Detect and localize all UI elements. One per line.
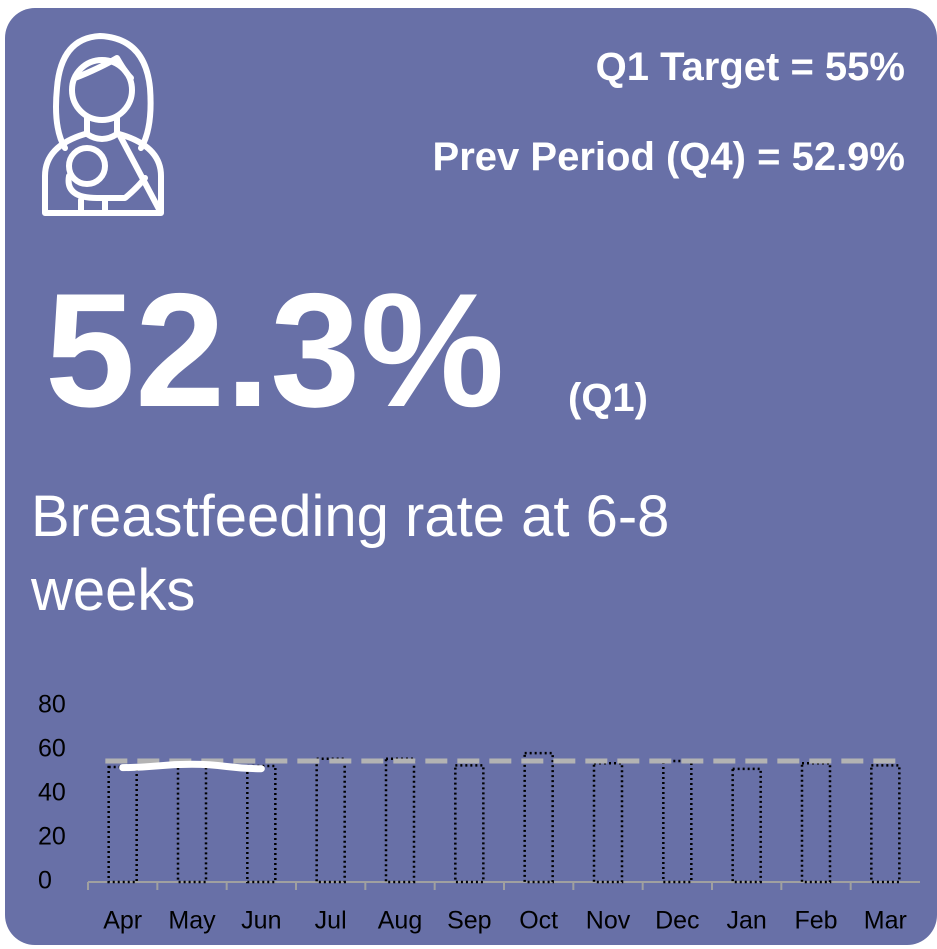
bar	[384, 757, 416, 884]
y-tick-label: 0	[38, 867, 52, 895]
bar	[176, 764, 208, 884]
x-tick-label: Sep	[447, 907, 491, 935]
target-text: Q1 Target = 55%	[596, 45, 905, 89]
bar	[454, 764, 485, 884]
x-tick-label: Oct	[519, 907, 558, 935]
bar	[107, 765, 138, 884]
kpi-value: 52.3%	[45, 260, 504, 441]
y-tick-label: 60	[38, 735, 66, 763]
bar	[246, 764, 277, 884]
y-tick-label: 80	[38, 691, 66, 719]
bar	[662, 759, 693, 884]
trend-line	[119, 760, 265, 773]
x-tick-label: May	[168, 907, 216, 935]
chart: 0 20 40 60 80 Apr May Jun Jul Aug Sep Oct Nov Dec Jan F…	[38, 691, 920, 935]
x-tick-label: Jul	[315, 907, 347, 935]
bar	[592, 761, 624, 884]
x-tick-label: Dec	[655, 907, 699, 935]
x-tick-label: Nov	[586, 907, 631, 935]
y-tick-label: 20	[38, 823, 66, 851]
kpi-card: Q1 Target = 55% Prev Period (Q4) = 52.9%…	[5, 8, 937, 945]
bar	[870, 764, 901, 884]
kpi-period: (Q1)	[568, 376, 648, 420]
x-tick-label: Jan	[727, 907, 767, 935]
card-graphics: Q1 Target = 55% Prev Period (Q4) = 52.9%…	[38, 33, 920, 935]
x-tick-label: Feb	[794, 907, 837, 935]
x-tick-label: Mar	[864, 907, 907, 935]
kpi-description: Breastfeeding rate at 6-8 weeks	[31, 484, 670, 623]
x-tick-label: Jun	[241, 907, 281, 935]
bar	[315, 757, 346, 884]
bar	[523, 751, 554, 884]
previous-text: Prev Period (Q4) = 52.9%	[433, 135, 905, 179]
mother-baby-icon	[42, 33, 164, 216]
bar	[731, 767, 762, 884]
bar	[800, 761, 832, 884]
x-tick-label: Aug	[378, 907, 422, 935]
y-tick-label: 40	[38, 779, 66, 807]
x-tick-label: Apr	[103, 907, 142, 935]
